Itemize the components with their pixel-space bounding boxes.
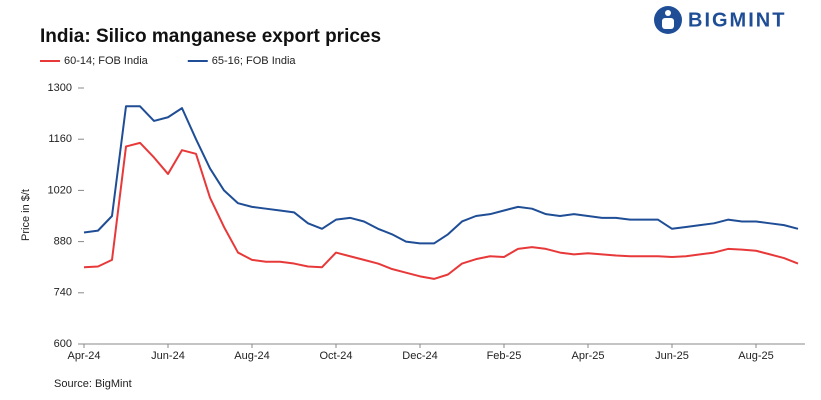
x-tick-label: Feb-25 [487,350,522,362]
x-tick-label: Apr-25 [571,350,604,362]
y-tick-label: 740 [54,287,72,299]
chart-title: India: Silico manganese export prices [40,26,381,47]
logo: BIGMINT [654,6,786,34]
x-tick-label: Aug-24 [234,350,269,362]
x-tick-label: Aug-25 [738,350,773,362]
source-note: Source: BigMint [54,378,132,390]
y-tick-label: 600 [54,338,72,350]
y-tick-label: 1300 [48,82,72,94]
series-line [83,141,799,280]
y-tick-label: 1160 [48,133,72,145]
y-axis-label: Price in $/t [20,189,32,241]
legend-label: 65-16; FOB India [212,55,297,67]
y-tick-label: 880 [54,236,72,248]
legend-label: 60-14; FOB India [64,55,149,67]
logo-icon-part [662,18,674,29]
x-tick-label: Jun-24 [151,350,185,362]
x-tick-label: Apr-24 [67,350,100,362]
x-tick-label: Oct-24 [319,350,352,362]
x-tick-label: Jun-25 [655,350,689,362]
y-tick-label: 1020 [48,184,72,196]
logo-text: BIGMINT [688,9,786,31]
series-line [83,105,799,245]
logo-icon-part [665,10,671,16]
x-tick-label: Dec-24 [402,350,437,362]
